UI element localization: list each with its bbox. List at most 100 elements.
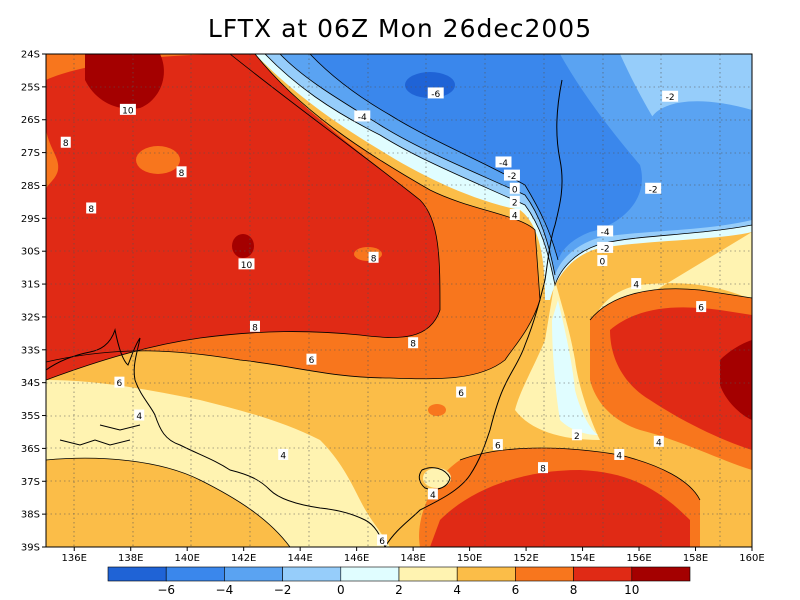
colorbar-tick-label: 0 — [337, 583, 345, 597]
contour-label-box — [427, 488, 438, 500]
contour-label: 8 — [371, 254, 377, 264]
contour-label-box — [427, 87, 444, 99]
colorbar-swatch — [165, 566, 225, 582]
lon-tick-label: 144E — [287, 553, 312, 564]
lat-tick-label: 26S — [21, 115, 40, 126]
contour-label-box — [408, 337, 419, 349]
contour-label-box — [538, 462, 549, 474]
field-max-core-central — [232, 234, 254, 258]
contour-label-box — [614, 448, 625, 460]
contour-label: 2 — [574, 432, 580, 442]
contour-label-box — [653, 435, 664, 447]
contour-label-box — [60, 136, 71, 148]
colorbar-swatch — [456, 566, 516, 582]
contour-label-box — [114, 376, 125, 388]
colorbar-tick-label: 8 — [570, 583, 578, 597]
contour-label-box — [119, 103, 136, 115]
contour-label-box — [509, 195, 520, 207]
contour-label-box — [377, 534, 388, 546]
colorbar-swatch — [398, 566, 458, 582]
contour-label: 8 — [252, 323, 258, 333]
colorbar: −6 −4 −2 0 2 4 6 8 10 — [107, 566, 691, 597]
contour-label-box — [645, 182, 662, 194]
contour-label: 8 — [88, 205, 94, 215]
contour-label: 6 — [379, 537, 385, 547]
colorbar-tick-label: −2 — [274, 583, 292, 597]
contour-label-box — [597, 241, 614, 253]
contour-label: -4 — [358, 113, 367, 123]
contour-label: 2 — [512, 198, 518, 208]
lon-tick-label: 142E — [231, 553, 256, 564]
contour-lines — [46, 54, 752, 547]
map-grid — [46, 54, 752, 547]
lon-tick-label: 150E — [457, 553, 482, 564]
field-max-core-north — [85, 54, 164, 109]
contour-label: -6 — [431, 90, 440, 100]
colorbar-tick-label: −4 — [216, 583, 234, 597]
contour-label: 8 — [540, 465, 546, 475]
contour-label: 6 — [495, 442, 501, 452]
lat-tick-label: 29S — [21, 214, 40, 225]
contour-label: 8 — [179, 169, 185, 179]
contour-label-box — [696, 301, 707, 313]
contour-label-box — [456, 386, 467, 398]
contour-label: 4 — [512, 212, 518, 222]
colorbar-swatch — [224, 566, 283, 582]
lon-tick-label: 152E — [513, 553, 538, 564]
contour-label: 6 — [309, 356, 315, 366]
contour-label-box — [368, 251, 379, 263]
contour-label-box — [662, 90, 679, 102]
contour-label-box — [503, 169, 520, 181]
longitude-axis: 136E 138E 140E 142E 144E 146E 148E 150E 152E 154E… — [62, 547, 765, 564]
contour-label: 4 — [656, 438, 662, 448]
lat-tick-label: 33S — [21, 345, 40, 356]
map-frame — [45, 53, 753, 548]
lat-tick-label: 27S — [21, 148, 40, 159]
contour-label: 0 — [512, 185, 518, 195]
contour-label: 6 — [117, 379, 123, 389]
lon-tick-label: 148E — [400, 553, 425, 564]
colorbar-tick-label: 10 — [624, 583, 639, 597]
contour-label: 8 — [410, 340, 416, 350]
contour-label: 4 — [136, 412, 142, 422]
lat-tick-label: 30S — [21, 247, 40, 258]
contour-label: -4 — [499, 159, 508, 169]
contour-label: 4 — [280, 451, 286, 461]
colorbar-swatch — [631, 566, 691, 582]
lon-tick-label: 136E — [62, 553, 87, 564]
colorbar-tick-label: 6 — [512, 583, 520, 597]
colorbar-tick-label: 2 — [395, 583, 403, 597]
contour-label-box — [597, 255, 608, 267]
colorbar-swatch — [515, 566, 574, 582]
lon-tick-label: 138E — [118, 553, 143, 564]
contour-label: -2 — [649, 185, 658, 195]
lon-tick-label: 146E — [344, 553, 369, 564]
lon-tick-label: 156E — [626, 553, 651, 564]
lon-tick-label: 140E — [174, 553, 199, 564]
contour-label-box — [306, 353, 317, 365]
colorbar-swatch — [573, 566, 633, 582]
contour-label-box — [571, 429, 582, 441]
lat-tick-label: 38S — [21, 510, 40, 521]
contour-label-box — [597, 225, 614, 237]
contour-label: -2 — [601, 244, 610, 254]
field-hot-core — [46, 54, 440, 380]
contour-label: 8 — [63, 139, 69, 149]
contour-label: 10 — [122, 106, 134, 116]
colorbar-tick-label: 4 — [453, 583, 461, 597]
contour-label: 4 — [633, 281, 639, 291]
lat-tick-label: 37S — [21, 477, 40, 488]
lat-tick-label: 24S — [21, 50, 40, 61]
contour-label-box — [249, 320, 260, 332]
lat-tick-label: 39S — [21, 543, 40, 554]
lat-tick-label: 31S — [21, 280, 40, 291]
lat-tick-label: 25S — [21, 82, 40, 93]
lat-tick-label: 35S — [21, 411, 40, 422]
lon-tick-label: 160E — [739, 553, 764, 564]
map-title: LFTX at 06Z Mon 26dec2005 — [207, 14, 593, 43]
contour-label-box — [631, 278, 642, 290]
contour-label: -4 — [601, 228, 610, 238]
latitude-axis: 24S 25S 26S 27S 28S 29S 30S 31S 32S 33S 34S 35S 36S 3… — [21, 50, 46, 554]
lon-tick-label: 154E — [570, 553, 595, 564]
